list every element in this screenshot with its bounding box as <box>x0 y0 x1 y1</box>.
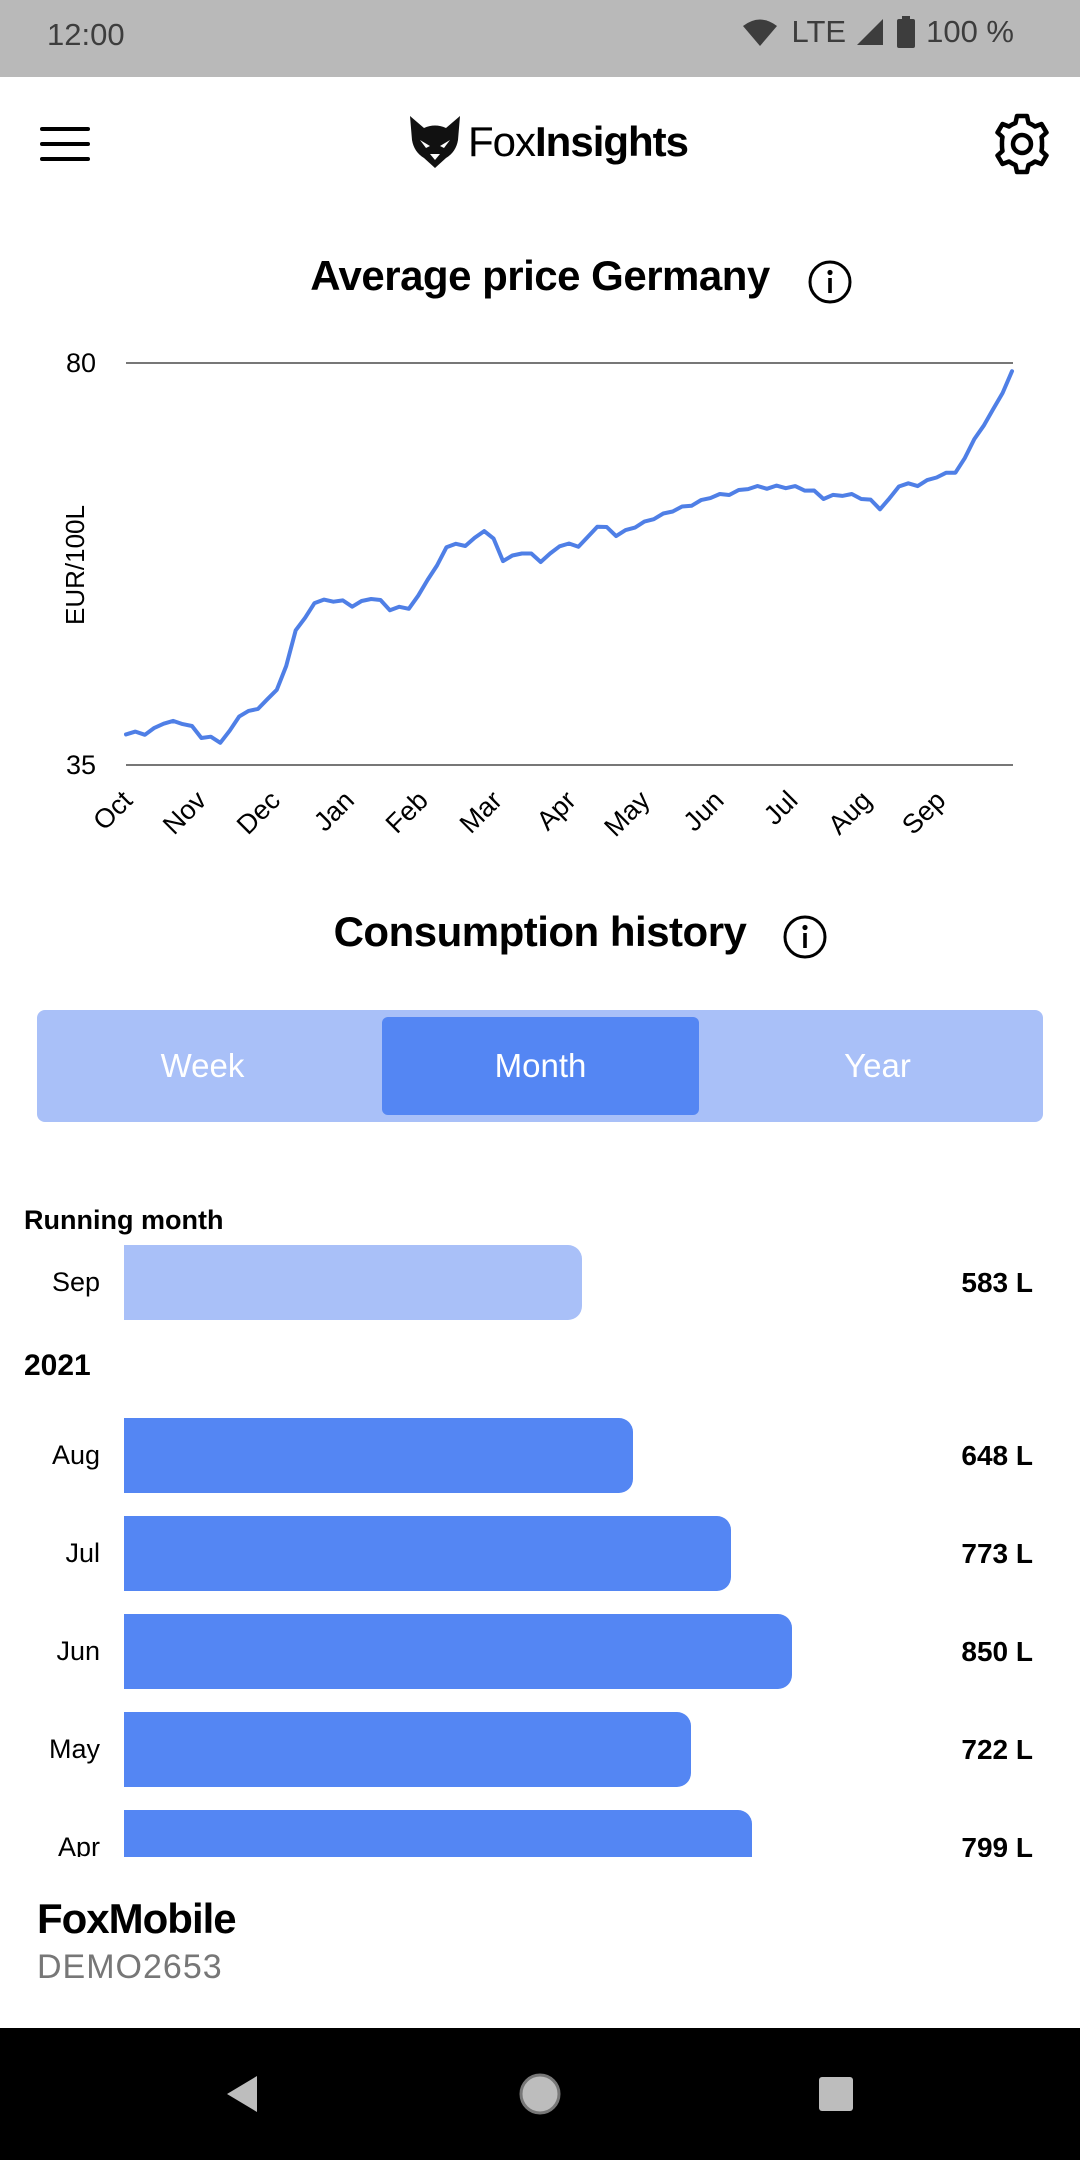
price-info-icon[interactable] <box>806 258 854 306</box>
chart-x-tick-label: Oct <box>87 785 138 836</box>
chart-x-tick-label: Mar <box>454 785 508 839</box>
bar-value-label: 850 L <box>961 1636 1033 1667</box>
running-month-row: Sep 583 L <box>0 1245 1080 1320</box>
chart-grid <box>126 362 1013 766</box>
chart-x-tick-label: Apr <box>531 785 582 836</box>
battery-icon <box>897 16 916 48</box>
signal-icon <box>857 19 884 45</box>
chart-y-tick-label: 35 <box>66 750 96 780</box>
chart-series-line <box>124 369 1014 745</box>
app-logo-text: FoxInsights <box>468 118 689 166</box>
month-row: May 722 L <box>0 1712 1080 1787</box>
bar-value-label: 583 L <box>961 1267 1033 1298</box>
price-chart: EUR/100L 35 80 Oct Nov Dec Jan Feb Mar Apr May Ju… <box>60 348 1014 843</box>
bar-value-label: 722 L <box>961 1734 1033 1765</box>
consumption-bar <box>124 1614 792 1689</box>
menu-button[interactable] <box>36 115 94 173</box>
device-name: FoxMobile <box>37 1895 237 1942</box>
wifi-icon <box>742 19 777 46</box>
bar-month-label: Jun <box>56 1636 100 1666</box>
chart-x-tick-label: Feb <box>380 785 434 839</box>
back-icon[interactable] <box>215 2066 271 2122</box>
consumption-bar <box>124 1712 692 1787</box>
consumption-section-title: Consumption history <box>333 908 747 955</box>
chart-x-tick-label: Aug <box>822 785 877 840</box>
tab-month[interactable]: Month <box>382 1017 699 1115</box>
bar-value-label: 648 L <box>961 1440 1033 1471</box>
logo-light-text: Fox <box>468 118 536 165</box>
logo-bold-text: Insights <box>535 118 689 165</box>
running-month-label: Running month <box>24 1205 224 1235</box>
system-nav-bar <box>0 2028 1080 2160</box>
bar-month-label: Apr <box>57 1832 100 1857</box>
chart-x-tick-label: Jun <box>678 785 730 837</box>
bar-month-label: Sep <box>51 1267 100 1297</box>
bar-month-label: May <box>48 1734 100 1764</box>
month-row: Jun 850 L <box>0 1614 1080 1689</box>
status-bar: 12:00 LTE 100 % <box>0 0 1080 77</box>
bar-month-label: Aug <box>51 1440 100 1470</box>
chart-x-ticks: Oct Nov Dec Jan Feb Mar Apr May Jun Jul Aug Sep <box>87 785 951 843</box>
tab-year[interactable]: Year <box>844 1047 911 1084</box>
consumption-bar <box>124 1418 634 1493</box>
chart-x-tick-label: Nov <box>157 785 213 841</box>
device-id: DEMO2653 <box>37 1948 223 1986</box>
month-row: Jul 773 L <box>0 1516 1080 1591</box>
app-bar: FoxInsights <box>0 77 1080 212</box>
chart-x-tick-label: May <box>598 785 656 843</box>
consumption-bar <box>124 1516 732 1591</box>
settings-button[interactable] <box>990 112 1054 176</box>
chart-x-tick-label: Dec <box>231 785 286 840</box>
battery-percent: 100 % <box>926 14 1014 49</box>
bar-value-label: 773 L <box>961 1538 1033 1569</box>
chart-x-tick-label: Jul <box>758 785 804 831</box>
tab-week[interactable]: Week <box>160 1047 245 1084</box>
month-row: Aug 648 L <box>0 1418 1080 1493</box>
year-label: 2021 <box>24 1349 91 1382</box>
consumption-bar <box>124 1810 752 1857</box>
gear-icon <box>995 113 1049 175</box>
chart-y-tick-label: 80 <box>66 348 96 378</box>
month-row: Apr 799 L <box>0 1810 1080 1857</box>
status-icons: LTE 100 % <box>742 14 1014 50</box>
bar-month-label: Jul <box>65 1538 100 1568</box>
consumption-list[interactable]: Running month Sep 583 L 2021 Aug 648 L J… <box>0 1205 1080 1857</box>
consumption-info-icon[interactable] <box>781 913 829 961</box>
fox-logo-icon <box>410 116 460 168</box>
home-icon[interactable] <box>512 2066 568 2122</box>
chart-x-tick-label: Jan <box>308 785 360 837</box>
consumption-bar <box>124 1245 583 1320</box>
period-segmented-control: Week Month Year <box>37 1010 1043 1122</box>
price-section-title: Average price Germany <box>310 252 770 299</box>
bar-value-label: 799 L <box>961 1832 1033 1857</box>
status-time: 12:00 <box>47 17 125 52</box>
app-logo: FoxInsights <box>408 112 689 172</box>
chart-x-tick-label: Sep <box>896 785 951 840</box>
recents-icon[interactable] <box>808 2066 864 2122</box>
chart-y-ticks: 35 80 <box>66 348 96 780</box>
chart-y-axis-label: EUR/100L <box>60 505 90 625</box>
network-type: LTE <box>791 14 847 49</box>
